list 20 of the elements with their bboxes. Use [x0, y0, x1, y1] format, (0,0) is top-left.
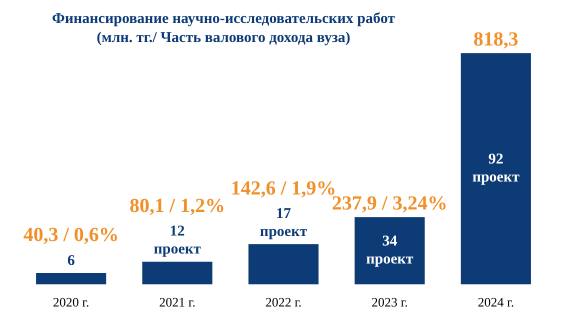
bar [142, 262, 212, 284]
annotation: 92 проект [472, 152, 520, 186]
x-tick-label: 2024 г. [478, 294, 514, 310]
x-tick-label: 2022 г. [265, 294, 302, 310]
chart-title: Финансирование научно-исследовательских работ [52, 10, 395, 29]
annotation: 17 проект [260, 206, 308, 240]
bar [36, 273, 106, 284]
data-label: 40,3 / 0,6% [23, 224, 119, 246]
annotation: 6 [67, 252, 76, 269]
annotation: 34 проект [366, 234, 414, 268]
bar [354, 217, 425, 284]
x-tick-label: 2023 г. [372, 294, 408, 310]
annotation: 12 проект [154, 224, 202, 258]
x-tick-label: 2020 г. [52, 294, 90, 310]
chart-subtitle: (млн. тг./ Часть валового дохода вуза) [96, 29, 352, 48]
bar [248, 244, 319, 284]
bar [460, 53, 531, 284]
x-tick-label: 2021 г. [159, 294, 196, 310]
data-label: 80,1 / 1,2% [130, 194, 226, 217]
data-label: 818,3 [473, 28, 518, 50]
